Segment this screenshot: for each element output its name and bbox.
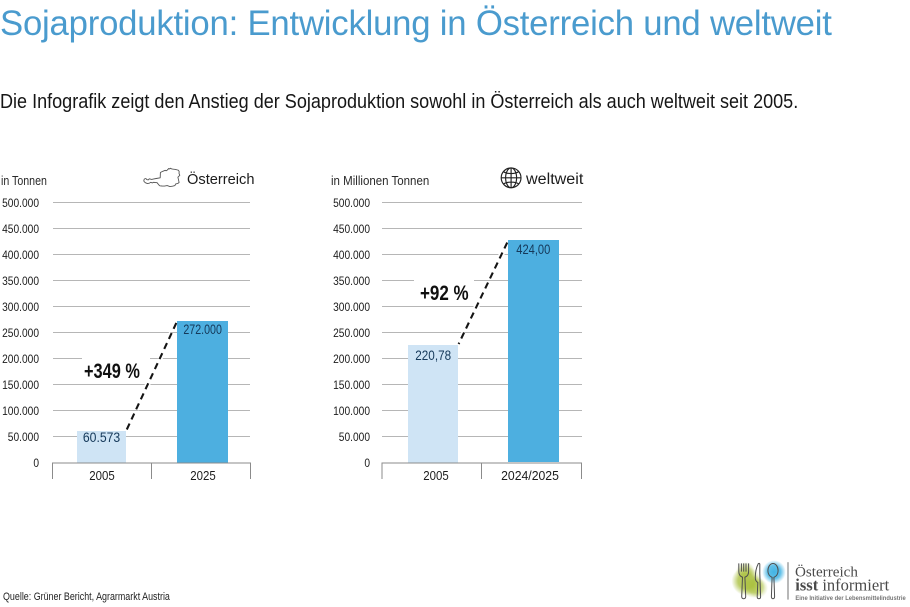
svg-text:Österreich: Österreich [795, 563, 858, 580]
svg-text:isst informiert: isst informiert [795, 576, 889, 595]
svg-text:Eine Initiative der Lebensmitt: Eine Initiative der Lebensmittelindustri… [795, 595, 906, 602]
